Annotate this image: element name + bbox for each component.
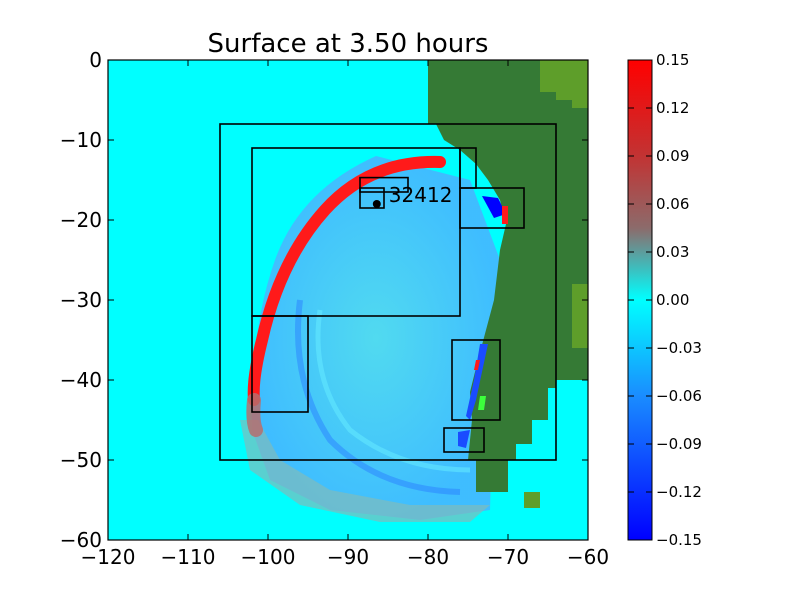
region-box-6 (459, 187, 525, 229)
colorbar-tick-label: −0.09 (656, 435, 702, 453)
inner-ripples (295, 299, 461, 495)
colorbar-ticks: 0.15 0.12 0.09 0.06 0.03 0.00 −0.03 −0.06 −0.09 −… (628, 51, 702, 549)
x-tick-label: −60 (567, 545, 609, 569)
colorbar-tick-label: 0.12 (656, 99, 689, 117)
colorbar-tick-label: 0.06 (656, 195, 689, 213)
region-box-9 (443, 427, 485, 453)
x-tick-label: −110 (161, 545, 216, 569)
colorbar-tick-label: −0.03 (656, 339, 702, 357)
colorbar-tick-label: −0.15 (656, 531, 702, 549)
region-box-7 (459, 147, 477, 189)
refinement-regions (219, 123, 557, 461)
x-tick-label: −100 (241, 545, 296, 569)
wave-front-tail (246, 393, 263, 437)
y-tick-label: −20 (60, 208, 102, 232)
x-tick-label: −80 (407, 545, 449, 569)
coastal-strip-south (458, 430, 470, 448)
colorbar: 0.15 0.12 0.09 0.06 0.03 0.00 −0.03 −0.06 −0.09 −… (627, 51, 702, 549)
colorbar-tick-label: 0.03 (656, 243, 689, 261)
inner-ripples-2 (315, 309, 471, 473)
trailing-gray-band (240, 420, 490, 522)
y-tick-label: −10 (60, 128, 102, 152)
land-highlight (540, 60, 588, 108)
region-box-5 (359, 187, 385, 209)
y-tick-label: −30 (60, 288, 102, 312)
coastal-trough (482, 196, 506, 218)
y-tick-label: −60 (60, 528, 102, 552)
region-box-3 (251, 315, 309, 413)
land-highlight-2 (572, 284, 588, 348)
land-highlight-3 (524, 492, 540, 508)
coastal-strip-green (478, 396, 486, 410)
land-mass (428, 60, 588, 492)
plot-area (108, 60, 588, 540)
colorbar-tick-label: 0.00 (656, 291, 689, 309)
y-tick-label: −50 (60, 448, 102, 472)
region-box-1 (219, 123, 557, 461)
colorbar-tick-label: −0.12 (656, 483, 702, 501)
coastal-strip-red (474, 360, 480, 370)
coastal-strip (466, 344, 488, 420)
colorbar-tick-label: −0.06 (656, 387, 702, 405)
right-bottom-ocean (492, 492, 588, 540)
colorbar-tick-label: 0.15 (656, 51, 689, 69)
y-axis: 0 −10 −20 −30 −40 −50 −60 (60, 48, 588, 552)
region-box-8 (451, 339, 501, 421)
y-tick-label: −40 (60, 368, 102, 392)
y-tick-label: 0 (89, 48, 102, 72)
chart-title: Surface at 3.50 hours (208, 29, 489, 59)
wave-front (247, 155, 446, 406)
x-axis: −120 −110 −100 −90 −80 −70 −60 (81, 60, 609, 569)
x-tick-label: −70 (487, 545, 529, 569)
gauge-label: 32412 (389, 183, 453, 207)
x-tick-label: −120 (81, 545, 136, 569)
x-tick-label: −90 (327, 545, 369, 569)
disturbed-field (251, 156, 500, 520)
gauge-dot (372, 200, 381, 208)
coastal-crest (502, 206, 508, 224)
region-box-2 (251, 147, 461, 317)
gauge-marker: 32412 (372, 183, 453, 208)
colorbar-tick-label: 0.09 (656, 147, 689, 165)
